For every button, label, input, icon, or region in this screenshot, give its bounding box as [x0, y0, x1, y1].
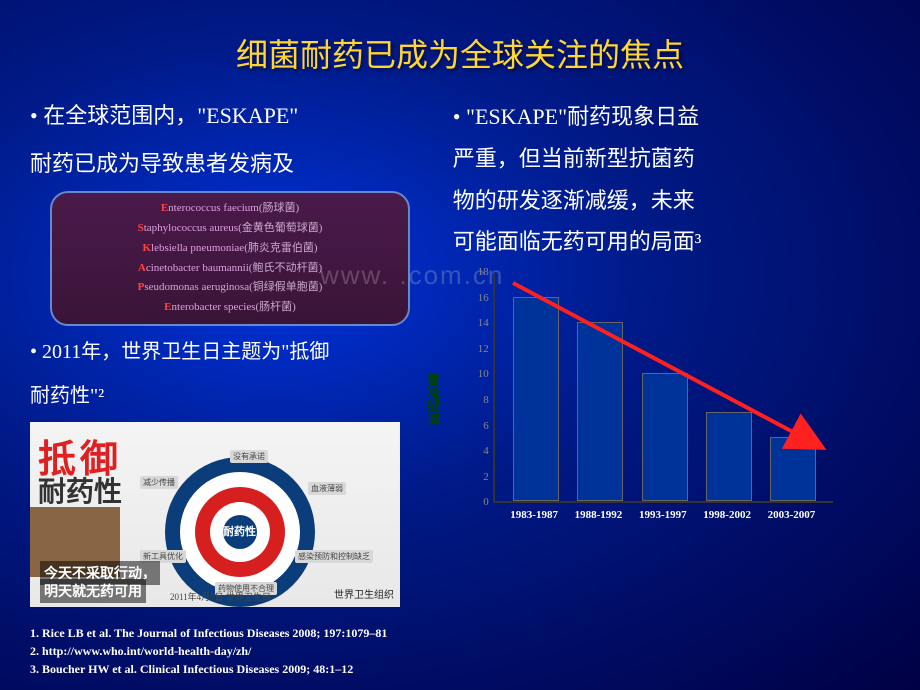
- infographic-headline-2: 耐药性: [38, 470, 122, 510]
- chart-y-tick: 8: [469, 394, 489, 406]
- eskape-item: Enterococcus faecium(肠球菌): [64, 199, 396, 219]
- right-bullet-line1: • "ESKAPE"耐药现象日益: [453, 96, 890, 138]
- chart-bar: [706, 412, 752, 501]
- eskape-item: Acinetobacter baumannii(鲍氏不动杆菌): [64, 259, 396, 279]
- target-label-1: 血液薄弱: [308, 482, 346, 495]
- left-bullet-2-line1: • 2011年，世界卫生日主题为"抵御: [30, 334, 433, 370]
- chart-x-label: 1983-1987: [499, 509, 569, 522]
- chart-y-tick: 2: [469, 471, 489, 483]
- eskape-item: Klebsiella pneumoniae(肺炎克雷伯菌): [64, 239, 396, 259]
- left-bullet-2-line2: 耐药性"²: [30, 378, 433, 414]
- chart-y-tick: 0: [469, 496, 489, 508]
- chart-y-tick: 18: [469, 266, 489, 278]
- chart-x-label: 2003-2007: [756, 509, 826, 522]
- references: 1. Rice LB et al. The Journal of Infecti…: [30, 624, 387, 678]
- eskape-list-box: Enterococcus faecium(肠球菌)Staphylococcus …: [50, 191, 410, 326]
- who-logo-text: 世界卫生组织: [334, 586, 394, 601]
- chart-x-label: 1998-2002: [692, 509, 762, 522]
- eskape-item: Enterobacter species(肠杆菌): [64, 298, 396, 318]
- chart-bar: [513, 297, 559, 501]
- chart-bar: [642, 373, 688, 501]
- chart-y-tick: 6: [469, 420, 489, 432]
- right-column: • "ESKAPE"耐药现象日益 严重，但当前新型抗菌药 物的研发逐渐减缓，未来…: [443, 96, 890, 607]
- chart-bar: [577, 322, 623, 501]
- left-bullet-1-line2: 耐药已成为导致患者发病及: [30, 144, 433, 184]
- content-area: • 在全球范围内，"ESKAPE" 耐药已成为导致患者发病及 Enterococ…: [0, 76, 920, 607]
- left-bullet-1-line1: • 在全球范围内，"ESKAPE": [30, 96, 433, 136]
- who-infographic: 抵御 耐药性 耐药性 没有承诺 血液薄弱 减少传播 感染预防和控制缺乏 药物使用…: [30, 422, 400, 607]
- target-label-2: 减少传播: [140, 476, 178, 489]
- infographic-caption-2: 明天就无药可用: [40, 579, 146, 603]
- chart-y-tick: 10: [469, 368, 489, 380]
- chart-y-tick: 12: [469, 343, 489, 355]
- slide-title: 细菌耐药已成为全球关注的焦点: [0, 0, 920, 76]
- reference-2: 2. http://www.who.int/world-health-day/z…: [30, 642, 387, 660]
- chart-bar: [770, 437, 816, 501]
- left-column: • 在全球范围内，"ESKAPE" 耐药已成为导致患者发病及 Enterococ…: [30, 96, 443, 607]
- chart-x-label: 1988-1992: [563, 509, 633, 522]
- chart-x-label: 1993-1997: [628, 509, 698, 522]
- chart-y-axis-label: 新药数量: [425, 373, 444, 425]
- right-bullet-line4: 可能面临无药可用的局面³: [453, 221, 890, 263]
- right-bullet-line2: 严重，但当前新型抗菌药: [453, 138, 890, 180]
- eskape-item: Staphylococcus aureus(金黄色葡萄球菌): [64, 219, 396, 239]
- right-bullet-line3: 物的研发逐渐减缓，未来: [453, 180, 890, 222]
- chart-plot-area: [493, 273, 833, 503]
- infographic-date: 2011年4月7日 世界卫生日: [170, 590, 271, 603]
- target-label-0: 没有承诺: [230, 450, 268, 463]
- target-label-3: 感染预防和控制缺乏: [295, 550, 373, 563]
- chart-y-tick: 4: [469, 445, 489, 457]
- reference-1: 1. Rice LB et al. The Journal of Infecti…: [30, 624, 387, 642]
- target-center-label: 耐药性: [223, 523, 256, 539]
- reference-3: 3. Boucher HW et al. Clinical Infectious…: [30, 660, 387, 678]
- chart-y-tick: 14: [469, 317, 489, 329]
- eskape-item: Pseudomonas aeruginosa(铜绿假单胞菌): [64, 278, 396, 298]
- new-antibiotics-chart: 新药数量 0246810121416181983-19871988-199219…: [453, 273, 853, 553]
- chart-y-tick: 16: [469, 292, 489, 304]
